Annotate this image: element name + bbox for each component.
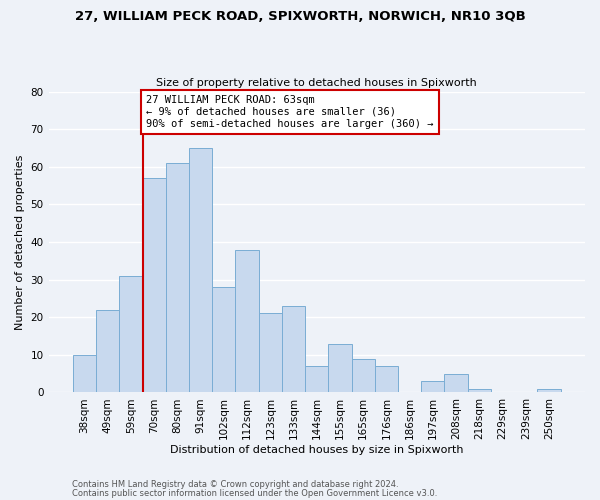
Bar <box>352 358 375 392</box>
Bar <box>468 388 491 392</box>
Bar <box>282 306 305 392</box>
Bar <box>259 314 282 392</box>
Bar <box>538 388 560 392</box>
Bar <box>119 276 143 392</box>
X-axis label: Distribution of detached houses by size in Spixworth: Distribution of detached houses by size … <box>170 445 464 455</box>
Text: 27, WILLIAM PECK ROAD, SPIXWORTH, NORWICH, NR10 3QB: 27, WILLIAM PECK ROAD, SPIXWORTH, NORWIC… <box>74 10 526 23</box>
Bar <box>328 344 352 392</box>
Bar <box>96 310 119 392</box>
Bar <box>235 250 259 392</box>
Bar <box>73 355 96 393</box>
Title: Size of property relative to detached houses in Spixworth: Size of property relative to detached ho… <box>157 78 477 88</box>
Bar <box>375 366 398 392</box>
Text: Contains public sector information licensed under the Open Government Licence v3: Contains public sector information licen… <box>72 488 437 498</box>
Text: 27 WILLIAM PECK ROAD: 63sqm
← 9% of detached houses are smaller (36)
90% of semi: 27 WILLIAM PECK ROAD: 63sqm ← 9% of deta… <box>146 96 434 128</box>
Bar <box>143 178 166 392</box>
Bar <box>445 374 468 392</box>
Bar <box>305 366 328 392</box>
Bar <box>212 287 235 393</box>
Bar <box>421 381 445 392</box>
Bar <box>189 148 212 392</box>
Bar <box>166 163 189 392</box>
Y-axis label: Number of detached properties: Number of detached properties <box>15 154 25 330</box>
Text: Contains HM Land Registry data © Crown copyright and database right 2024.: Contains HM Land Registry data © Crown c… <box>72 480 398 489</box>
